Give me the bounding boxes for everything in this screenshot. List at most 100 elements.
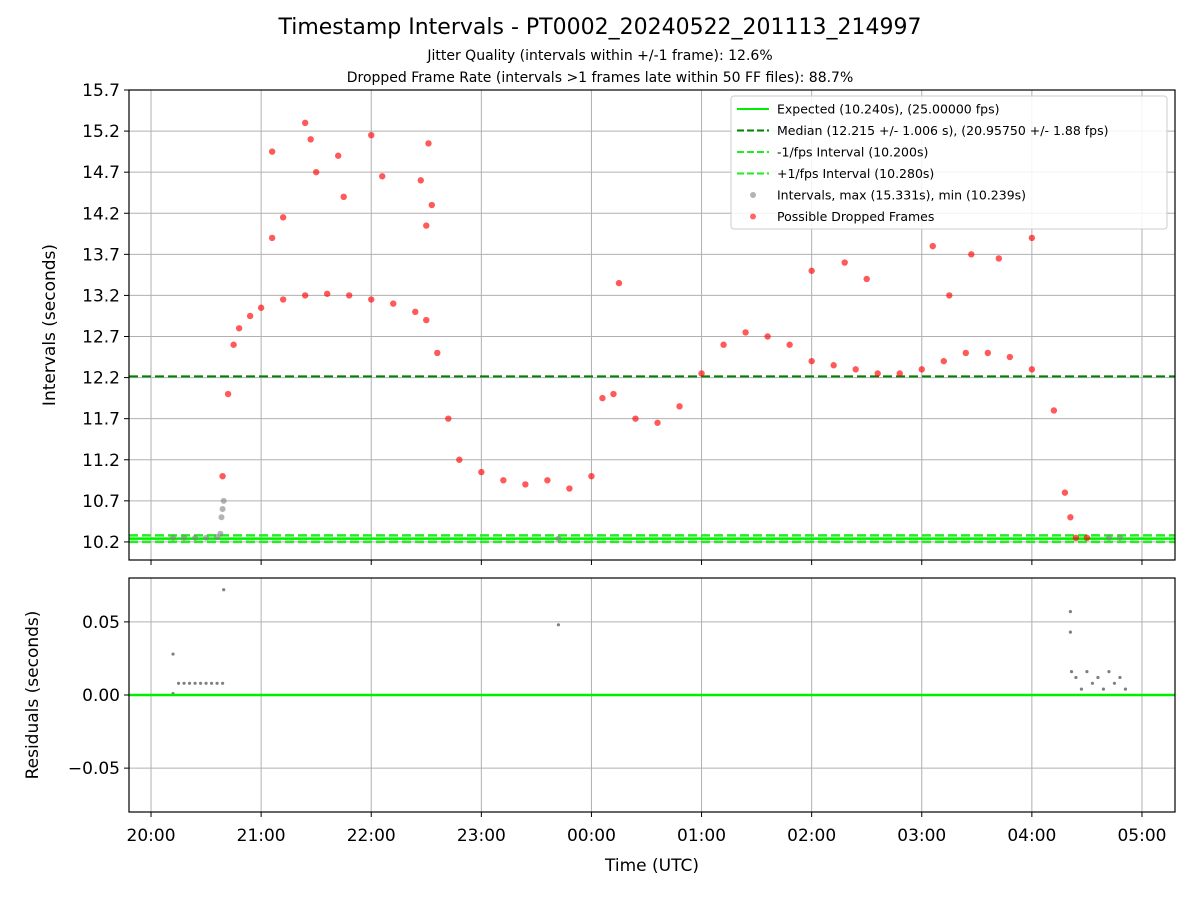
dropped-frame-point (995, 255, 1003, 262)
bottom-y-tick-label: 0.00 (82, 686, 120, 706)
dropped-frame-point (434, 349, 441, 357)
residual-point (1074, 675, 1078, 680)
top-y-tick-label: 15.2 (82, 122, 120, 142)
interval-point (217, 530, 224, 537)
residual-point (220, 681, 225, 685)
dropped-frame-point (968, 251, 975, 258)
dropped-frame-point (676, 403, 683, 410)
dropped-frame-point (852, 366, 859, 373)
dropped-frame-point (230, 341, 237, 348)
legend-label: Possible Dropped Frames (777, 209, 934, 224)
dropped-frame-point (1072, 534, 1080, 542)
x-tick-label: 23:00 (457, 826, 506, 846)
residual-point (1101, 687, 1106, 691)
dropped-frame-point (417, 177, 424, 184)
residual-point (1112, 681, 1117, 685)
x-tick-label: 05:00 (1117, 826, 1166, 846)
interval-point (192, 534, 199, 541)
top-y-tick-label: 15.7 (82, 81, 120, 101)
residual-point (1090, 681, 1095, 685)
top-y-tick-label: 10.7 (82, 492, 120, 512)
dropped-frame-point (323, 290, 331, 297)
residual-point (182, 681, 186, 685)
dropped-frame-point (962, 349, 969, 357)
bottom-y-tick-label: 0.05 (82, 613, 120, 633)
residual-point (1107, 670, 1111, 674)
dropped-frame-point (698, 370, 705, 377)
interval-point (1105, 534, 1112, 541)
dropped-frame-point (929, 242, 936, 250)
top-y-tick-label: 13.7 (82, 245, 120, 265)
top-data-points (170, 119, 1123, 542)
dropped-frame-point (984, 349, 992, 357)
dropped-frame-point (368, 296, 375, 303)
dropped-frame-point (863, 275, 870, 283)
residual-point (171, 652, 175, 656)
dropped-frame-point (610, 390, 617, 398)
legend-label: Median (12.215 +/- 1.006 s), (20.95750 +… (777, 123, 1108, 138)
dropped-frame-point (478, 468, 485, 476)
residual-point (1069, 670, 1074, 674)
dropped-frame-point (500, 477, 507, 484)
dropped-frame-point (335, 152, 342, 159)
residual-point (176, 681, 181, 685)
dropped-frame-point (1050, 407, 1058, 414)
dropped-frame-point (246, 312, 254, 320)
residual-point (1096, 675, 1100, 680)
dropped-frame-point (720, 341, 727, 348)
residual-point (1085, 670, 1089, 674)
top-x-ticks (150, 560, 1143, 565)
residual-point (1068, 610, 1072, 614)
top-y-ticks: 10.2 10.7 11.2 11.7 12.2 12.7 13.2 13.7 14.2 14.7… (82, 81, 129, 553)
dropped-frame-point (764, 333, 771, 340)
residual-point (556, 623, 561, 627)
dropped-frame-point (786, 341, 793, 348)
top-y-axis-label: Intervals (seconds) (40, 244, 60, 406)
chart-title: Timestamp Intervals - PT0002_20240522_20… (278, 15, 922, 40)
bottom-y-axis-label: Residuals (seconds) (23, 611, 43, 780)
dropped-frame-point (346, 292, 353, 299)
dropped-frame-point (918, 366, 925, 373)
top-plot-frame (128, 89, 1176, 561)
dropped-frame-point (654, 419, 661, 426)
residual-point (1079, 687, 1084, 691)
dropped-frame-point (874, 370, 881, 377)
interval-point (220, 497, 227, 504)
x-tick-label: 21:00 (237, 826, 286, 846)
dropped-frame-point (1028, 366, 1036, 373)
legend-label: +1/fps Interval (10.280s) (777, 166, 934, 181)
legend-label: -1/fps Interval (10.200s) (777, 145, 928, 160)
dropped-frame-point (946, 292, 953, 299)
dropped-frame-point (632, 415, 639, 422)
top-y-tick-label: 14.7 (82, 163, 120, 183)
bottom-y-tick-label: −0.05 (68, 759, 120, 779)
legend-label: Intervals, max (15.331s), min (10.239s) (777, 188, 1026, 203)
interval-point (218, 514, 225, 521)
top-panel: 10.2 10.7 11.2 11.7 12.2 12.7 13.2 13.7 14.2 14.7… (40, 81, 1176, 565)
x-tick-label: 22:00 (347, 826, 396, 846)
dropped-frame-point (1028, 234, 1036, 242)
residual-point (222, 588, 226, 592)
interval-point (555, 535, 562, 542)
top-reference-lines (129, 375, 1175, 544)
dropped-frame-point (1083, 534, 1091, 542)
dropped-frame-point (566, 485, 573, 492)
residual-point (215, 681, 219, 685)
interval-point (203, 534, 210, 541)
top-y-tick-label: 13.2 (82, 286, 120, 306)
dropped-frame-point (301, 292, 309, 299)
bottom-y-ticks: −0.05 0.00 0.05 (68, 613, 129, 779)
x-tick-label: 02:00 (787, 826, 836, 846)
dropped-frame-point (425, 140, 432, 147)
residual-point (193, 681, 197, 685)
dropped-frame-point (268, 148, 276, 155)
dropped-frame-point (219, 472, 226, 480)
residual-point (209, 681, 214, 685)
dropped-frame-point (940, 357, 947, 365)
dropped-frame-point (841, 259, 848, 266)
dropped-frame-point (224, 390, 232, 398)
dropped-frame-point (235, 325, 243, 332)
interval-point (181, 534, 188, 541)
